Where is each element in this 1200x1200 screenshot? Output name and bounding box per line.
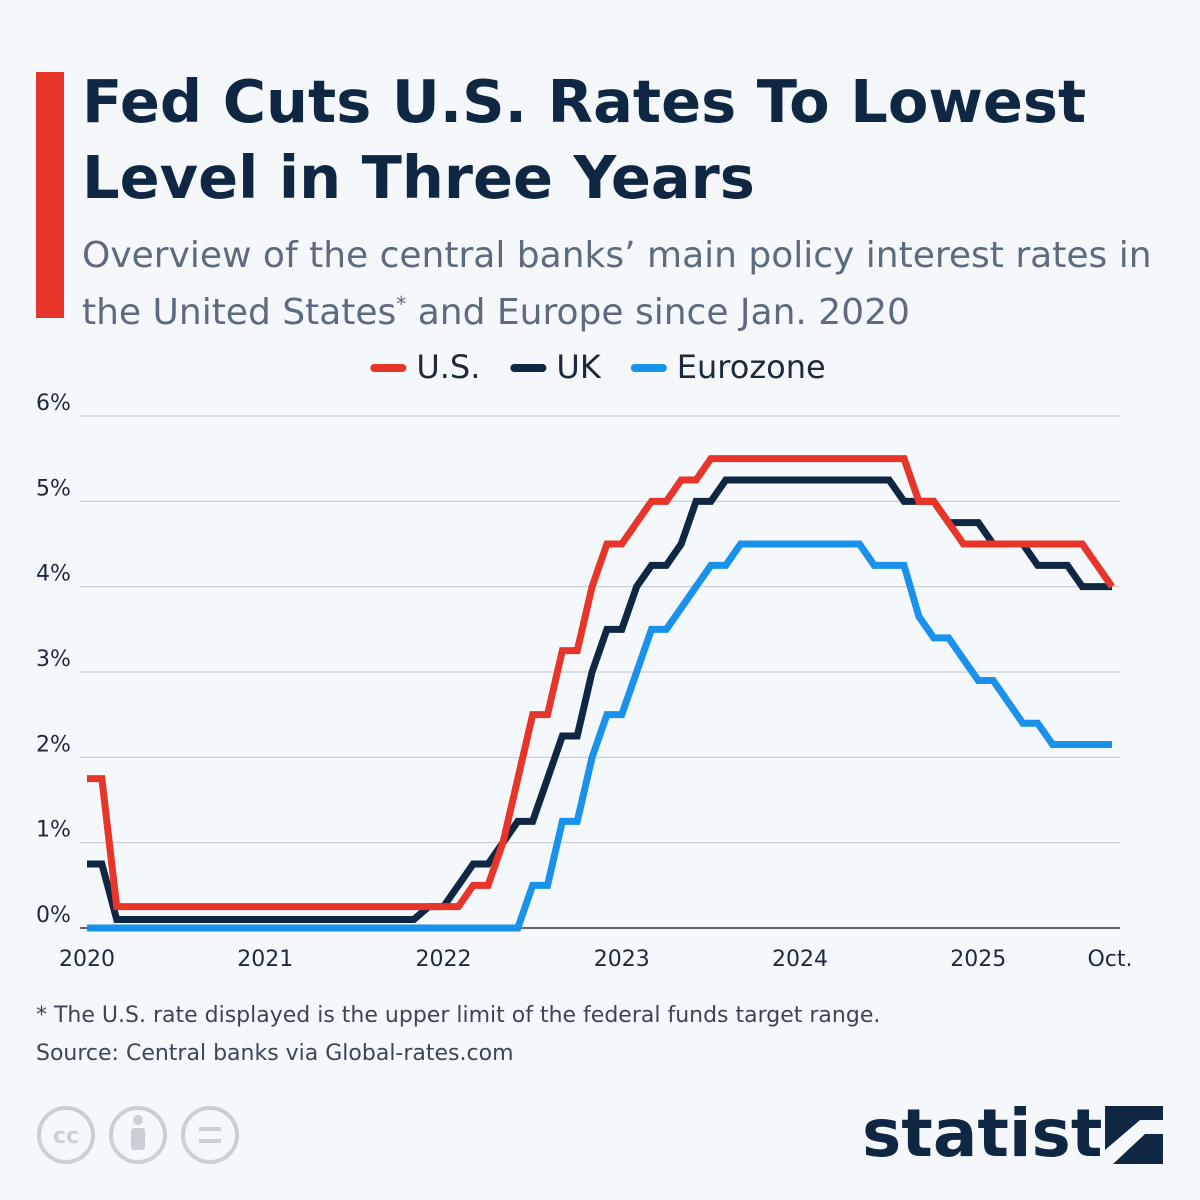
y-tick-label: 2%	[36, 732, 71, 757]
x-tick-label: 2023	[594, 947, 650, 972]
license-icons: cc	[37, 1106, 239, 1164]
y-tick-label: 0%	[36, 903, 71, 928]
legend: U.S. UK Eurozone	[370, 348, 826, 386]
subtitle-mark: *	[396, 292, 407, 316]
y-tick-label: 3%	[36, 647, 71, 672]
line-series	[87, 455, 1115, 911]
y-tick-label: 1%	[36, 818, 71, 843]
chart-title: Fed Cuts U.S. Rates To Lowest Level in T…	[82, 67, 1087, 212]
x-tick-label: 2025	[950, 947, 1006, 972]
x-tick-label: 2021	[237, 947, 293, 972]
subtitle-text: Overview of the central banks’ main poli…	[82, 235, 1152, 333]
y-tick-label: 5%	[36, 476, 71, 501]
title-accent	[36, 72, 64, 318]
x-tick-label: 2020	[59, 947, 115, 972]
footnote: * The U.S. rate displayed is the upper l…	[36, 1003, 880, 1028]
x-tick-label: 2022	[416, 947, 472, 972]
legend-label: UK	[556, 348, 601, 386]
y-tick-label: 4%	[36, 562, 71, 587]
line-series	[87, 540, 1112, 932]
brand-logo: statista	[862, 1095, 1147, 1172]
legend-label: U.S.	[416, 348, 480, 386]
x-tick-label: 2024	[772, 947, 828, 972]
source: Source: Central banks via Global-rates.c…	[36, 1041, 514, 1066]
subtitle-text: and Europe since Jan. 2020	[406, 292, 910, 333]
legend-label: Eurozone	[677, 348, 826, 386]
line-series	[87, 476, 1112, 923]
svg-text:cc: cc	[53, 1124, 79, 1149]
brand-icon	[1105, 1106, 1163, 1164]
x-tick-label: Oct.	[1087, 947, 1132, 972]
y-tick-label: 6%	[36, 391, 71, 416]
chart-subtitle: Overview of the central banks’ main poli…	[82, 232, 1172, 337]
